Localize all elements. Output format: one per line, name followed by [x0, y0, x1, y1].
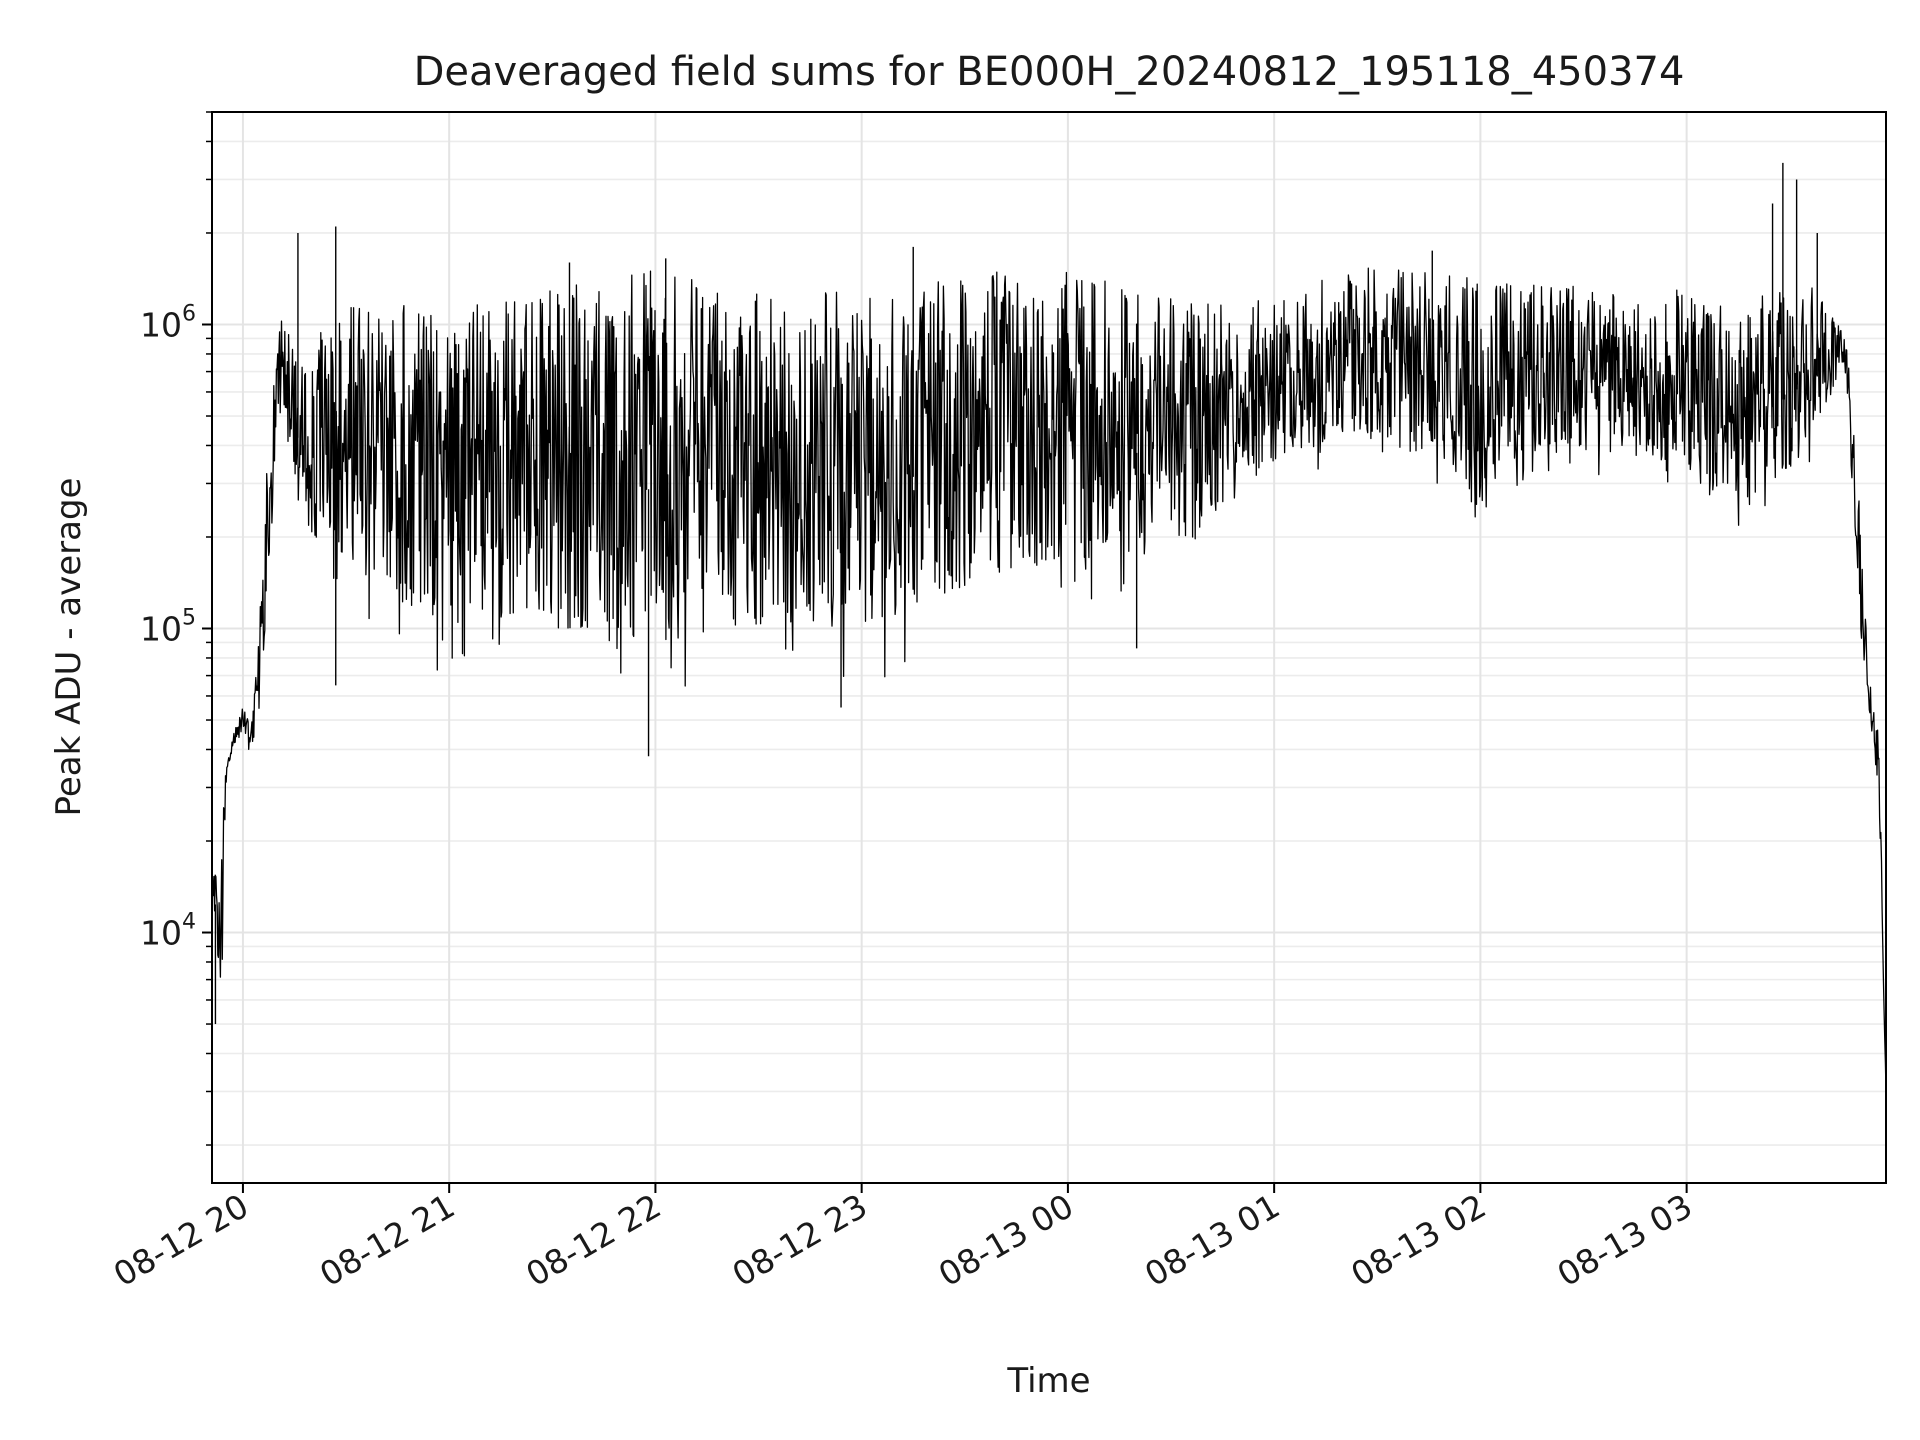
y-tick-label-exponent: 5: [182, 606, 196, 631]
x-tick-label: 08-12 23: [726, 1186, 874, 1294]
y-tick-label: 105: [140, 606, 196, 649]
x-axis-label: Time: [1006, 1361, 1090, 1401]
y-tick-label-exponent: 4: [182, 910, 196, 935]
x-tick-label: 08-13 00: [932, 1186, 1080, 1294]
series-layer: [211, 162, 1887, 1092]
x-tick-label: 08-13 03: [1551, 1186, 1699, 1294]
y-axis-label: Peak ADU - average: [49, 478, 89, 817]
x-tick-label: 08-13 02: [1344, 1186, 1492, 1294]
y-tick-label: 104: [140, 910, 196, 953]
x-tick-label: 08-12 20: [107, 1186, 255, 1294]
y-tick-label-exponent: 6: [182, 301, 196, 326]
chart-title: Deaveraged field sums for BE000H_2024081…: [414, 49, 1685, 95]
x-tick-label: 08-12 22: [519, 1186, 667, 1294]
y-tick-label-base: 10: [140, 914, 182, 953]
data-line: [211, 267, 1887, 1092]
x-tick-label: 08-12 21: [313, 1186, 461, 1294]
plot-frame: [211, 111, 1887, 1184]
x-tick-label: 08-13 01: [1138, 1186, 1286, 1294]
y-tick-label-base: 10: [140, 610, 182, 649]
y-tick-label-base: 10: [140, 305, 182, 344]
y-tick-label: 106: [140, 301, 196, 344]
